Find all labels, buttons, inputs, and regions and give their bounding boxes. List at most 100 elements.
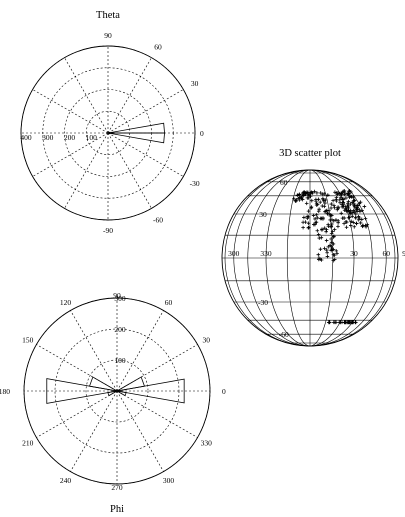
longitude-tick-label: 90 [402, 249, 405, 258]
scatter-point [346, 216, 351, 220]
scatter-point [357, 208, 362, 212]
histogram-bin [107, 131, 111, 134]
scatter-point [331, 235, 336, 239]
scatter-point [333, 190, 337, 195]
scatter-point [325, 250, 329, 255]
histogram-bin [116, 378, 185, 404]
polar-grid-spoke [107, 89, 184, 134]
scatter-point [325, 254, 330, 259]
scatter-point [352, 224, 357, 229]
scatter-point [332, 234, 336, 239]
scatter-point [347, 188, 352, 193]
scatter-point [352, 205, 357, 209]
scatter-point [314, 199, 318, 203]
radial-tick-label: 300 [42, 133, 54, 142]
angle-tick-label: 120 [60, 298, 72, 307]
scatter-point [328, 243, 332, 248]
scatter-point [320, 192, 325, 196]
scatter-point [339, 211, 344, 216]
scatter-point [317, 207, 321, 211]
scatter-point [315, 202, 320, 207]
polar-grid-spoke [107, 132, 152, 209]
histogram-bin [88, 376, 118, 392]
scatter-point [301, 225, 305, 230]
angle-tick-label: 90 [104, 31, 112, 40]
scatter-point [332, 227, 337, 232]
scatter-point [335, 192, 340, 197]
scatter-point [330, 229, 335, 234]
scatter-point [347, 195, 352, 199]
scatter-point [315, 191, 319, 195]
scatter-point [363, 223, 368, 228]
longitude-tick-label: 300 [228, 249, 240, 258]
scatter-point [297, 198, 302, 202]
scatter-point [342, 320, 347, 325]
angle-tick-label: 330 [201, 439, 213, 448]
scatter-point [341, 203, 345, 207]
scatter-point [332, 253, 337, 257]
scatter-point [344, 196, 348, 200]
scatter-point [327, 208, 331, 213]
angle-tick-label: -90 [103, 226, 113, 235]
polar-outer-circle [20, 45, 196, 221]
scatter-point [339, 191, 343, 196]
scatter-point [321, 216, 325, 220]
radial-tick-label: 200 [64, 133, 76, 142]
scatter-point [318, 247, 323, 251]
scatter-point [318, 191, 323, 195]
scatter-point [293, 199, 298, 203]
scatter-point [334, 249, 339, 253]
scatter-point [335, 207, 340, 212]
polar-grid-spoke [70, 310, 118, 392]
histogram-bin [116, 376, 146, 392]
phi-polar-plot: Phi 0 30 60 90 120 150 180 210 240 270 300 330 100 20… [0, 291, 226, 515]
scatter-point [338, 320, 343, 325]
scatter-point [313, 221, 318, 225]
scatter-point [349, 219, 353, 224]
radial-tick-label: 100 [114, 356, 126, 365]
scatter-point [338, 200, 342, 205]
scatter-point [292, 196, 296, 201]
scatter-point [316, 252, 321, 257]
scatter-point [329, 202, 334, 206]
scatter-point [352, 210, 357, 214]
scatter-point [331, 198, 335, 203]
scatter-point [329, 231, 334, 236]
scatter-point [352, 198, 357, 203]
scatter-point [321, 197, 326, 202]
scatter-point [351, 195, 356, 200]
scatter-point [336, 220, 340, 225]
scatter-point [327, 320, 331, 325]
angle-tick-label: 60 [165, 298, 173, 307]
polar-grid-spoke [116, 390, 164, 472]
scatter-point [331, 258, 336, 263]
scatter-point [324, 238, 329, 243]
polar-grid-spoke [64, 132, 109, 209]
scatter-point [324, 227, 329, 232]
scatter-point [329, 247, 334, 251]
scatter-point [331, 242, 336, 246]
scatter-point [360, 208, 364, 213]
latitude-tick-label: 30 [259, 210, 267, 219]
angle-tick-label: 150 [22, 336, 34, 345]
phi-title: Phi [110, 504, 124, 515]
scatter-point [363, 216, 368, 221]
histogram-bin [116, 390, 127, 397]
scatter-point [332, 205, 337, 210]
scatter-point [350, 211, 354, 215]
angle-tick-label: 180 [0, 387, 10, 396]
angle-tick-label: -30 [190, 179, 200, 188]
scatter-point [354, 208, 359, 212]
scatter-point [315, 216, 320, 220]
polar-grid-spoke [32, 89, 109, 134]
scatter-point [338, 195, 343, 200]
scatter-point [348, 202, 353, 206]
polar-grid-spoke [32, 132, 109, 177]
scatter-point [346, 209, 351, 213]
longitude-tick-label: 60 [382, 249, 390, 258]
scatter-point [340, 216, 345, 220]
scatter-point [306, 215, 311, 219]
scatter-point [326, 245, 331, 249]
scatter-point [318, 216, 323, 221]
